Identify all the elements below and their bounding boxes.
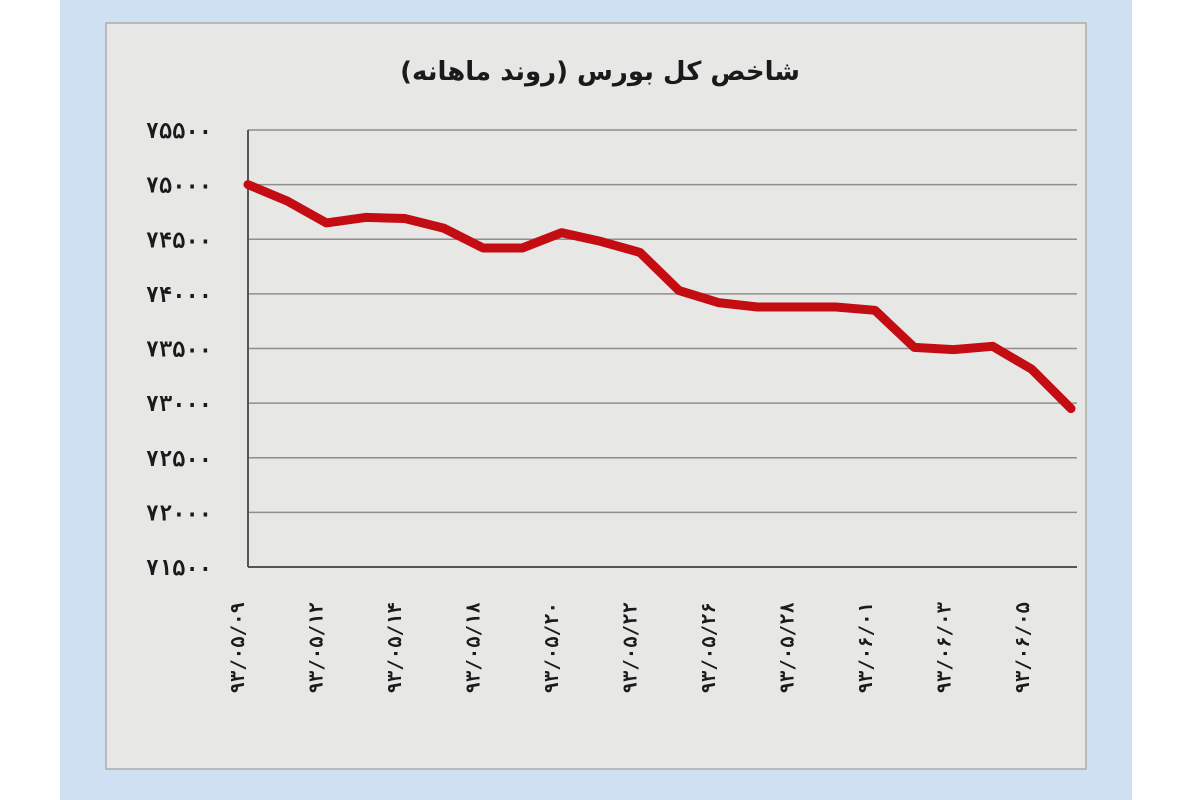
x-tick-label: ۹۳/۰۶/۰۱	[855, 602, 877, 694]
y-tick-label: ۷۳۵۰۰	[146, 338, 212, 363]
x-tick-label: ۹۳/۰۶/۰۳	[934, 601, 956, 693]
x-tick-label: ۹۳/۰۵/۲۸	[777, 602, 799, 694]
x-axis-ticks: ۹۳/۰۵/۰۹ ۹۳/۰۵/۱۲ ۹۳/۰۵/۱۴ ۹۳/۰۵/۱۸ ۹۳/۰۵/۲۰…	[227, 601, 1034, 693]
y-tick-label: ۷۴۵۰۰	[146, 228, 212, 253]
y-tick-label: ۷۵۵۰۰	[146, 119, 212, 144]
x-tick-label: ۹۳/۰۵/۲۶	[698, 602, 720, 694]
y-tick-label: ۷۴۰۰۰	[146, 283, 212, 308]
x-tick-label: ۹۳/۰۶/۰۵	[1012, 602, 1034, 694]
y-tick-label: ۷۵۰۰۰	[146, 174, 212, 199]
x-tick-label: ۹۳/۰۵/۲۰	[541, 602, 563, 694]
chart-title: شاخص کل بورس (روند ماهانه)	[400, 57, 800, 87]
series-line	[243, 180, 1076, 414]
axes	[247, 130, 1077, 568]
gridlines	[248, 129, 1077, 514]
y-tick-label: ۷۳۰۰۰	[146, 392, 212, 417]
chart-panel	[105, 22, 1087, 770]
series-layer	[243, 180, 1076, 414]
x-tick-label: ۹۳/۰۵/۰۹	[227, 602, 249, 694]
x-tick-label: ۹۳/۰۵/۱۴	[384, 602, 406, 694]
y-tick-label: ۷۲۰۰۰	[146, 501, 212, 526]
x-tick-label: ۹۳/۰۵/۱۸	[463, 602, 485, 694]
y-tick-label: ۷۲۵۰۰	[146, 447, 212, 472]
x-tick-label: ۹۳/۰۵/۲۲	[620, 602, 642, 694]
x-tick-label: ۹۳/۰۵/۱۲	[306, 602, 328, 694]
y-axis-ticks: ۷۵۵۰۰ ۷۵۰۰۰ ۷۴۵۰۰ ۷۴۰۰۰ ۷۳۵۰۰ ۷۳۰۰۰ ۷۲۵۰۰ ۷۲۰۰۰…	[146, 119, 212, 581]
y-tick-label: ۷۱۵۰۰	[146, 556, 212, 581]
